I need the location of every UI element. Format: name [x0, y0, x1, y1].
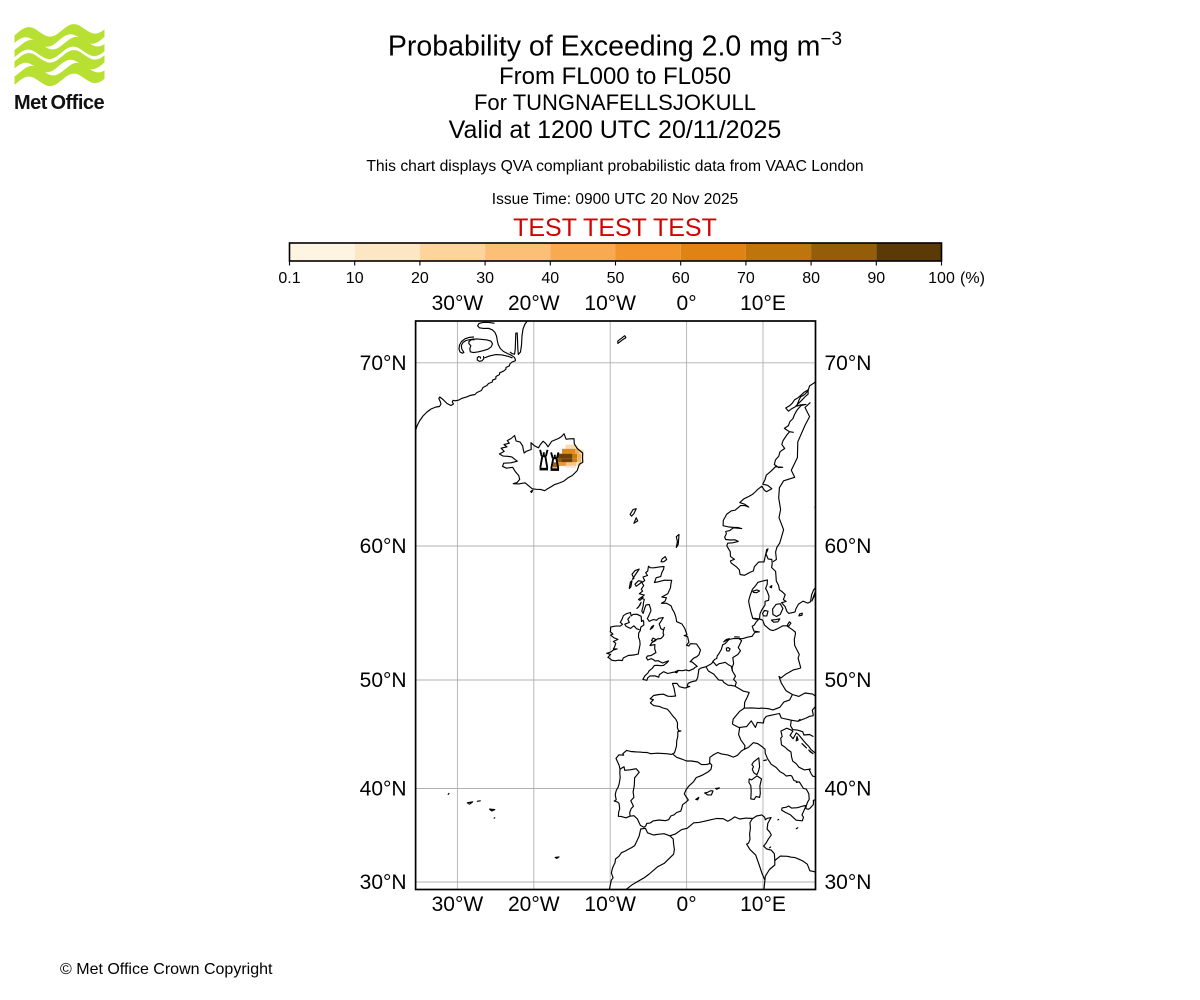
svg-text:10°E: 10°E [740, 292, 786, 315]
svg-text:20°W: 20°W [508, 292, 560, 315]
svg-text:10°W: 10°W [584, 292, 636, 315]
svg-text:60°N: 60°N [825, 535, 872, 558]
svg-text:50: 50 [607, 270, 625, 287]
svg-text:90: 90 [867, 270, 885, 287]
svg-text:10°W: 10°W [584, 893, 636, 916]
svg-text:60: 60 [672, 270, 690, 287]
svg-text:100: 100 [928, 270, 955, 287]
svg-text:40: 40 [541, 270, 559, 287]
svg-text:70: 70 [737, 270, 755, 287]
svg-text:70°N: 70°N [825, 352, 872, 375]
svg-text:30°W: 30°W [432, 292, 484, 315]
svg-text:30: 30 [476, 270, 494, 287]
svg-text:60°N: 60°N [360, 535, 407, 558]
svg-text:50°N: 50°N [825, 669, 872, 692]
svg-text:40°N: 40°N [825, 778, 872, 801]
svg-text:70°N: 70°N [360, 352, 407, 375]
svg-text:10: 10 [346, 270, 364, 287]
svg-text:(%): (%) [960, 270, 985, 287]
svg-text:30°N: 30°N [825, 871, 872, 894]
svg-text:20: 20 [411, 270, 429, 287]
svg-text:30°W: 30°W [432, 893, 484, 916]
svg-text:40°N: 40°N [360, 778, 407, 801]
svg-text:0.1: 0.1 [278, 270, 300, 287]
svg-text:20°W: 20°W [508, 893, 560, 916]
svg-text:80: 80 [802, 270, 820, 287]
svg-text:50°N: 50°N [360, 669, 407, 692]
svg-text:0°: 0° [677, 292, 697, 315]
svg-text:10°E: 10°E [740, 893, 786, 916]
svg-text:0°: 0° [677, 893, 697, 916]
svg-text:30°N: 30°N [360, 871, 407, 894]
